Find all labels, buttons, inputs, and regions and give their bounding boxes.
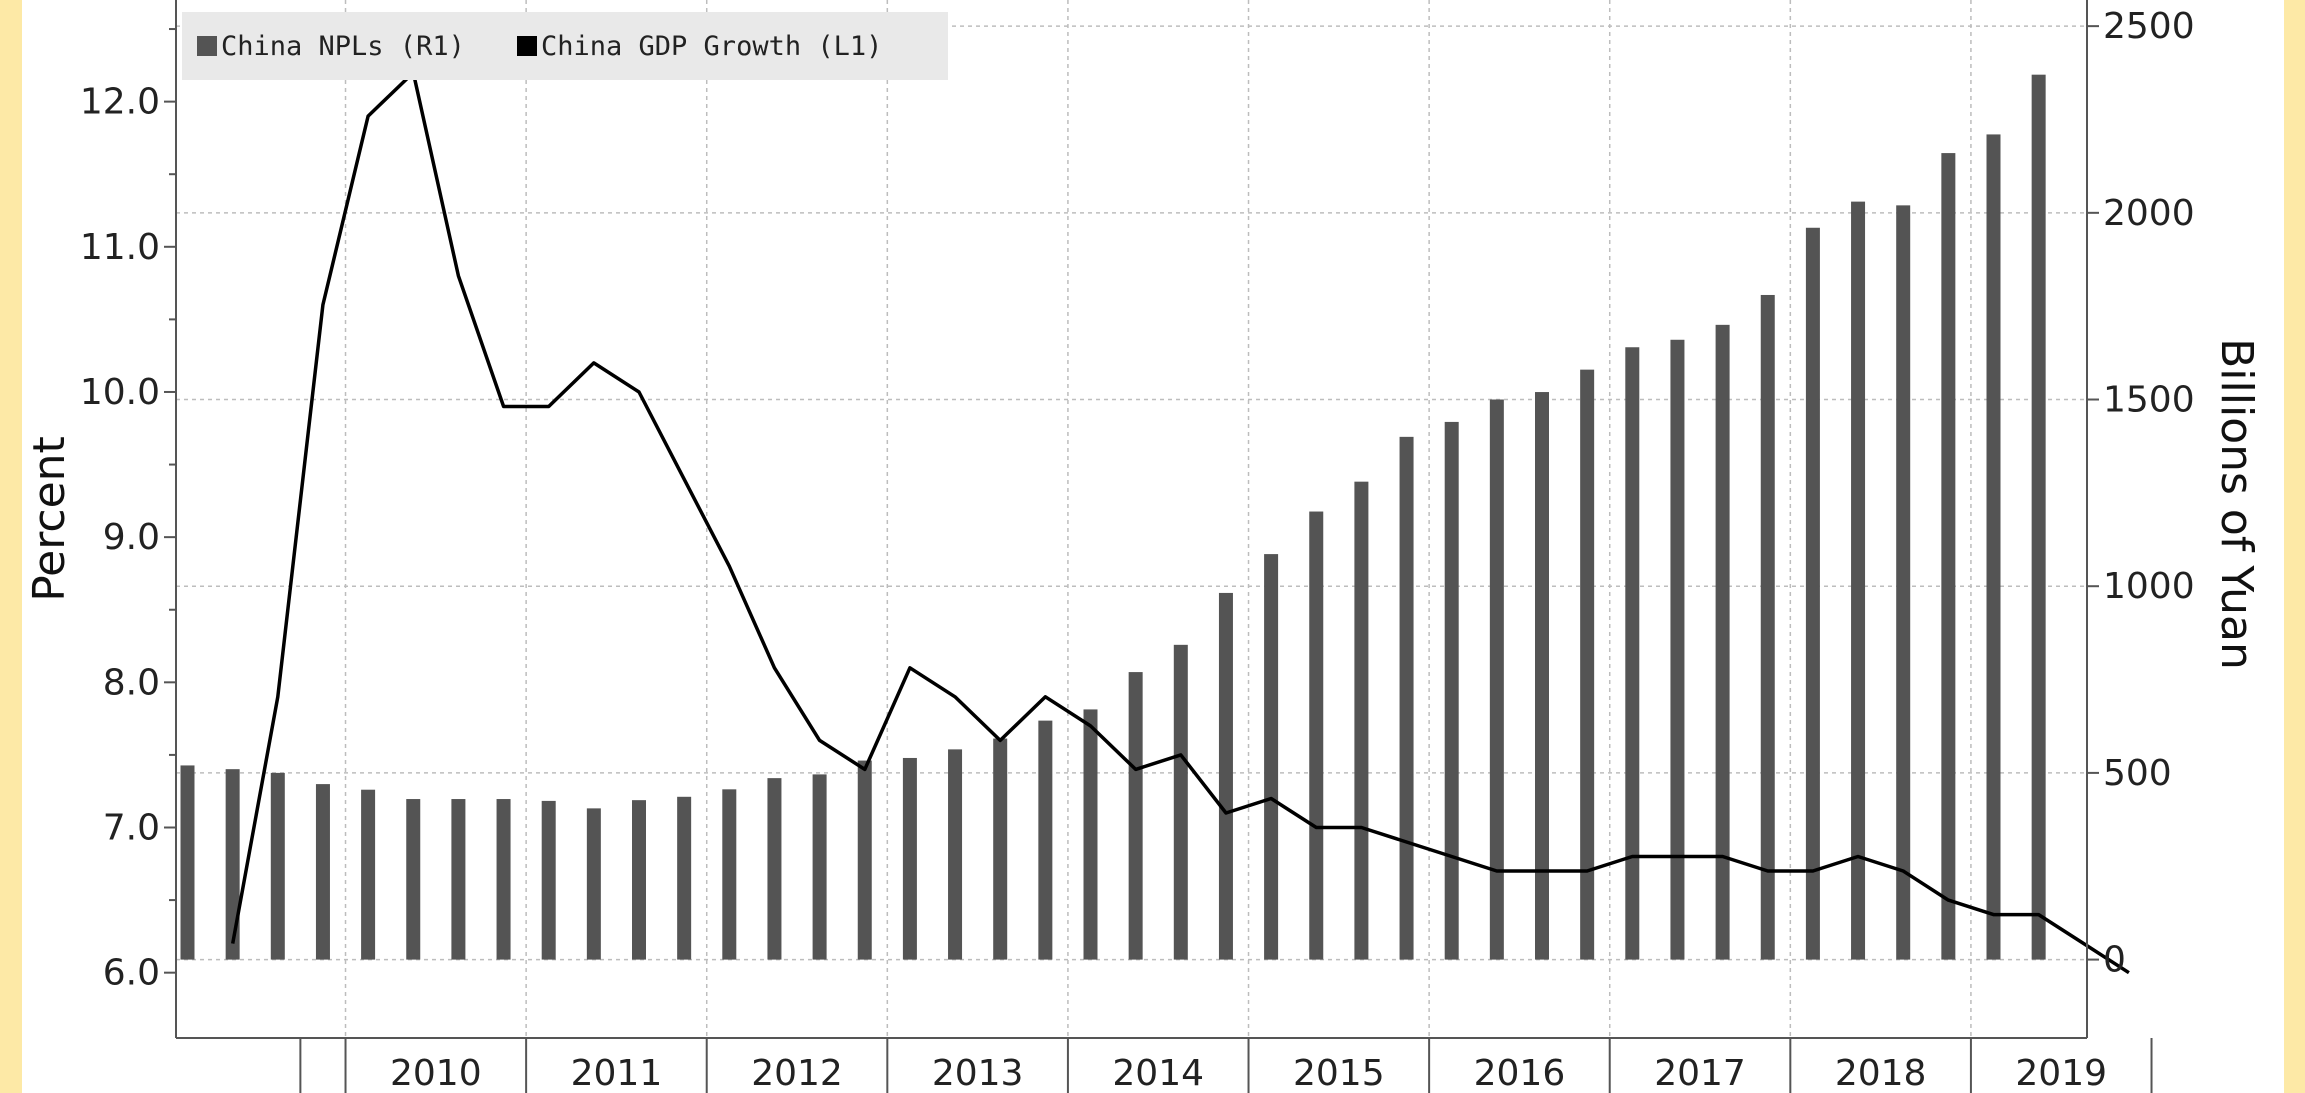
right-tick-label: 2500 — [2103, 6, 2195, 47]
npl-bar — [1173, 644, 1188, 960]
legend-label: China NPLs (R1) — [221, 31, 465, 62]
npl-bar — [722, 789, 737, 960]
npl-bar — [1264, 554, 1279, 960]
npl-bar — [1941, 153, 1956, 960]
npl-bar — [812, 774, 827, 960]
left-tick-label: 10.0 — [80, 372, 160, 413]
gdp-line-layer — [230, 70, 2130, 975]
npl-bar — [225, 769, 240, 960]
npl-bar — [270, 772, 285, 960]
npl-bar — [1535, 392, 1549, 960]
npl-bar — [180, 765, 195, 960]
npl-bar — [1760, 294, 1775, 960]
npl-bar — [1625, 347, 1640, 960]
left-tick-label: 9.0 — [103, 517, 160, 558]
npl-bar — [451, 799, 466, 960]
gdp-growth-line — [230, 70, 2130, 975]
npl-bar — [361, 789, 376, 960]
npl-bar — [1715, 324, 1730, 960]
npl-bar — [1218, 592, 1233, 960]
legend-swatch — [197, 36, 217, 56]
left-axis-title: Percent — [24, 436, 75, 602]
npl-bar — [1670, 339, 1685, 960]
npl-bar — [496, 799, 511, 960]
left-tick-label: 6.0 — [103, 953, 160, 994]
left-tick-label: 7.0 — [103, 807, 160, 848]
x-tick-label: 2012 — [751, 1053, 843, 1093]
npl-bar — [948, 749, 963, 960]
right-tick-label: 2000 — [2103, 193, 2195, 234]
npl-bar — [902, 757, 917, 960]
npl-bar — [1354, 481, 1369, 960]
npl-bar — [1038, 720, 1053, 960]
npl-bar — [677, 796, 692, 960]
npl-bar — [406, 799, 421, 960]
dual-axis-chart: 6.0 7.0 8.0 9.0 10.0 11.0 12.0 0 500 1000 1500 2000… — [24, 0, 2262, 1093]
npl-bar — [2031, 74, 2046, 960]
x-tick-label: 2019 — [2015, 1053, 2107, 1093]
npl-bar — [632, 800, 646, 960]
legend-swatch — [517, 36, 537, 56]
right-tick-label: 1000 — [2103, 566, 2195, 607]
x-tick-label: 2016 — [1474, 1053, 1566, 1093]
npl-bar — [1986, 134, 2001, 960]
right-tick-label: 0 — [2103, 940, 2126, 981]
npl-bars — [180, 74, 2046, 960]
x-tick-label: 2015 — [1293, 1053, 1385, 1093]
npl-bar — [1805, 227, 1820, 960]
x-tick-label: 2011 — [571, 1053, 663, 1093]
npl-bar — [315, 784, 330, 960]
npl-bar — [1851, 201, 1866, 960]
right-tick-label: 1500 — [2103, 380, 2195, 421]
npl-bar — [1128, 672, 1143, 960]
left-tick-label: 12.0 — [80, 82, 160, 123]
npl-bar — [1489, 399, 1504, 960]
npl-bar — [541, 800, 556, 960]
x-tick-label: 2010 — [390, 1053, 482, 1093]
npl-bar — [857, 760, 872, 960]
x-tick-label: 2018 — [1835, 1053, 1927, 1093]
chart-frame: 6.0 7.0 8.0 9.0 10.0 11.0 12.0 0 500 1000 1500 2000… — [22, 0, 2284, 1093]
npl-bar — [1580, 369, 1595, 960]
npl-bar — [1309, 511, 1324, 960]
right-axis-title: Billions of Yuan — [2211, 338, 2262, 670]
npl-bar — [1083, 709, 1098, 960]
x-tick-label: 2014 — [1112, 1053, 1204, 1093]
npl-bar — [1399, 436, 1414, 960]
legend-label: China GDP Growth (L1) — [541, 31, 882, 62]
x-tick-label: 2013 — [932, 1053, 1024, 1093]
left-tick-label: 11.0 — [80, 227, 160, 268]
npl-bar — [993, 738, 1008, 960]
npl-bar — [586, 808, 601, 960]
right-tick-label: 500 — [2103, 753, 2172, 794]
legend-box — [182, 12, 948, 80]
axes: 6.0 7.0 8.0 9.0 10.0 11.0 12.0 0 500 1000 1500 2000… — [24, 0, 2262, 1093]
left-tick-label: 8.0 — [103, 662, 160, 703]
npl-bar — [767, 778, 782, 960]
legend: China NPLs (R1) China GDP Growth (L1) — [182, 12, 948, 80]
npl-bar — [1896, 205, 1911, 960]
npl-bar — [1444, 421, 1459, 960]
x-tick-label: 2017 — [1654, 1053, 1746, 1093]
